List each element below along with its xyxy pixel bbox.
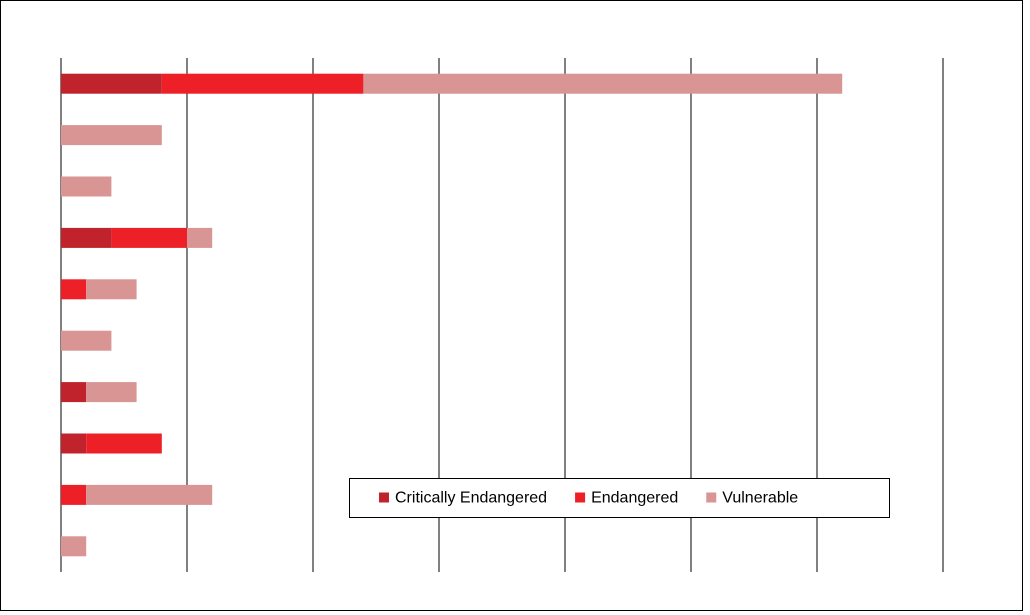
bar-segment (86, 484, 213, 505)
legend-label: Endangered (591, 490, 678, 507)
bar-segment (61, 279, 87, 300)
bar-segment (86, 382, 137, 403)
legend: Critically Endangered Endangered Vulnerabl… (349, 478, 890, 518)
legend-swatch (379, 492, 389, 503)
legend-swatch (575, 492, 586, 503)
bar-segment (61, 227, 112, 248)
bar-segment (187, 227, 213, 248)
bar-segment (61, 176, 112, 197)
bar-segment (61, 73, 162, 94)
bar-segment (111, 227, 187, 248)
bar-segment (61, 484, 87, 505)
bar-segment (363, 73, 843, 94)
legend-swatch (706, 492, 717, 503)
bar-segment (61, 125, 162, 146)
bar-segment (61, 330, 112, 351)
bar-segment (61, 382, 87, 403)
legend-label: Critically Endangered (395, 490, 547, 507)
bar-segment (86, 433, 162, 454)
legend-box (349, 478, 890, 518)
bars (61, 73, 843, 557)
bar-segment (61, 433, 87, 454)
bar-segment (61, 536, 87, 557)
bar-segment (161, 73, 364, 94)
legend-label: Vulnerable (722, 490, 798, 507)
bar-segment (86, 279, 137, 300)
